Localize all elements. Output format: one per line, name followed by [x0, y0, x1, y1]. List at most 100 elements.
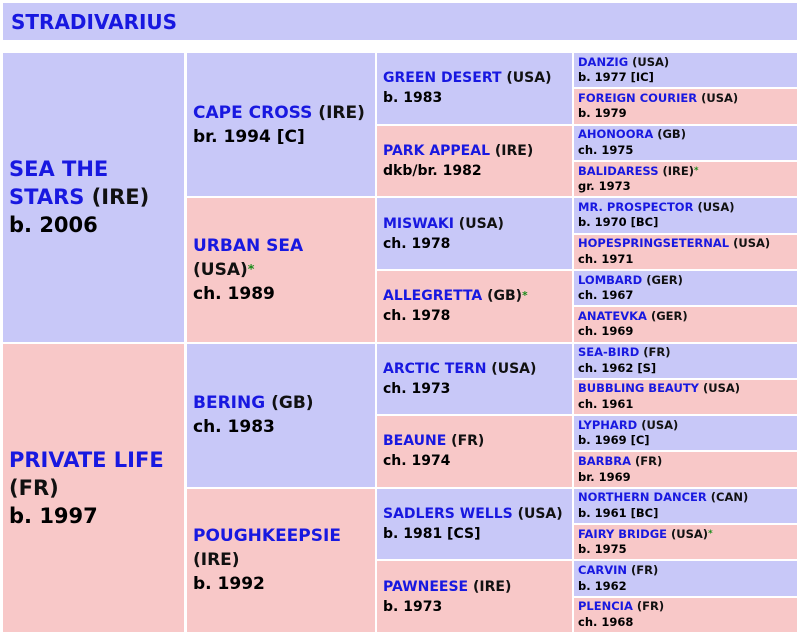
horse-name-link[interactable]: CAPE CROSS: [193, 102, 313, 123]
gen3-horse-cell: SADLERS WELLS (USA) b. 1981 [CS]: [377, 488, 572, 560]
horse-birth-info: ch. 1969: [578, 324, 634, 339]
horse-birth-info: b. 1969 [C]: [578, 433, 650, 448]
horse-name-line: FOREIGN COURIER (USA): [578, 91, 793, 107]
horse-birth-info: b. 1979: [578, 106, 627, 121]
horse-name-line: DANZIG (USA): [578, 55, 793, 71]
horse-country: (USA): [193, 259, 248, 280]
horse-birth-info: b. 1961 [BC]: [578, 505, 659, 520]
horse-birth-info: ch. 1973: [383, 380, 451, 397]
horse-birth-info: ch. 1962 [S]: [578, 360, 657, 375]
gen4-horse-cell: HOPESPRINGSETERNAL (USA) ch. 1971: [574, 234, 797, 269]
horse-name-line: PARK APPEAL (IRE): [383, 141, 566, 161]
horse-country: (FR): [631, 454, 663, 469]
horse-country: (USA): [501, 70, 552, 87]
gen2-horse-cell: CAPE CROSS (IRE) br. 1994 [C]: [187, 53, 375, 197]
horse-name-link[interactable]: PLENCIA: [578, 599, 633, 614]
horse-name-link[interactable]: MR. PROSPECTOR: [578, 199, 694, 214]
gen4-horse-cell: FOREIGN COURIER (USA) b. 1979: [574, 89, 797, 124]
horse-country: (IRE): [490, 142, 534, 159]
horse-name-line: BARBRA (FR): [578, 454, 793, 470]
horse-name-line: ARCTIC TERN (USA): [383, 359, 566, 379]
horse-country: (IRE): [468, 578, 512, 595]
horse-name-link[interactable]: DANZIG: [578, 54, 629, 69]
horse-name-line: NORTHERN DANCER (CAN): [578, 490, 793, 506]
horse-title: STRADIVARIUS: [11, 9, 178, 34]
horse-name-line: ANATEVKA (GER): [578, 309, 793, 325]
horse-country: (IRE): [193, 550, 240, 571]
gen4-horse-cell: SEA-BIRD (FR) ch. 1962 [S]: [574, 343, 797, 378]
horse-name-line: CARVIN (FR): [578, 563, 793, 579]
horse-name-link[interactable]: PARK APPEAL: [383, 142, 490, 159]
horse-name-link[interactable]: FAIRY BRIDGE: [578, 526, 668, 541]
horse-name-line: BERING (GB): [193, 391, 369, 415]
horse-name-link[interactable]: ALLEGRETTA: [383, 288, 483, 305]
gen4-horse-cell: LOMBARD (GER) ch. 1967: [574, 270, 797, 306]
horse-country: (IRE): [658, 163, 694, 178]
horse-name-link[interactable]: SADLERS WELLS: [383, 506, 513, 523]
horse-name-link[interactable]: LOMBARD: [578, 272, 643, 287]
horse-name-link[interactable]: LYPHARD: [578, 417, 638, 432]
horse-name-link[interactable]: PRIVATE LIFE: [9, 447, 164, 472]
horse-name-link[interactable]: PAWNEESE: [383, 578, 469, 595]
horse-name-link[interactable]: CARVIN: [578, 563, 627, 578]
horse-name-link[interactable]: BARBRA: [578, 454, 632, 469]
horse-birth-info: b. 1981 [CS]: [383, 526, 481, 543]
horse-country: (FR): [627, 563, 659, 578]
horse-name-link[interactable]: POUGHKEEPSIE: [193, 526, 341, 547]
horse-name-link[interactable]: ARCTIC TERN: [383, 360, 487, 377]
horse-name-link[interactable]: ANATEVKA: [578, 308, 647, 323]
horse-name-link[interactable]: AHONOORA: [578, 127, 654, 142]
horse-birth-info: ch. 1975: [578, 142, 634, 157]
horse-name-link[interactable]: BEAUNE: [383, 433, 447, 450]
gen3-horse-cell: PARK APPEAL (IRE) dkb/br. 1982: [377, 125, 572, 197]
horse-country: (USA): [693, 199, 735, 214]
gen4-horse-cell: CARVIN (FR) b. 1962: [574, 561, 797, 596]
horse-name-link[interactable]: BERING: [193, 393, 266, 414]
horse-name-line: HOPESPRINGSETERNAL (USA): [578, 236, 793, 252]
horse-country: (GER): [646, 308, 688, 323]
horse-birth-info: gr. 1973: [578, 179, 631, 194]
horse-name-link[interactable]: SEA-BIRD: [578, 345, 640, 360]
horse-name-link[interactable]: GREEN DESERT: [383, 70, 502, 87]
horse-name-line: MISWAKI (USA): [383, 214, 566, 234]
horse-name-line: CAPE CROSS (IRE): [193, 101, 369, 125]
horse-name-line: BALIDARESS (IRE)*: [578, 164, 793, 180]
gen1-horse-cell: SEA THE STARS (IRE) b. 2006: [3, 53, 184, 342]
gen4-horse-cell: BUBBLING BEAUTY (USA) ch. 1961: [574, 379, 797, 415]
horse-name-link[interactable]: NORTHERN DANCER: [578, 490, 707, 505]
horse-birth-info: dkb/br. 1982: [383, 162, 482, 179]
horse-birth-info: b. 1983: [383, 90, 443, 107]
horse-birth-info: ch. 1968: [578, 614, 634, 629]
horse-birth-info: b. 1970 [BC]: [578, 215, 659, 230]
horse-country: (USA): [512, 506, 563, 523]
star-marker: *: [247, 261, 255, 277]
horse-birth-info: b. 1962: [578, 578, 627, 593]
horse-birth-info: ch. 1983: [193, 417, 275, 438]
gen2-horse-cell: POUGHKEEPSIE (IRE) b. 1992: [187, 488, 375, 632]
horse-birth-info: b. 1977 [IC]: [578, 70, 654, 85]
horse-name-line: BUBBLING BEAUTY (USA): [578, 381, 793, 397]
horse-name-line: SADLERS WELLS (USA): [383, 504, 566, 524]
star-marker: *: [522, 290, 528, 303]
horse-name-link[interactable]: URBAN SEA: [193, 235, 304, 256]
gen3-horse-cell: ALLEGRETTA (GB)* ch. 1978: [377, 270, 572, 342]
horse-country: (GB): [482, 288, 523, 305]
gen1-horse-cell: PRIVATE LIFE (FR) b. 1997: [3, 343, 184, 632]
horse-name-line: GREEN DESERT (USA): [383, 68, 566, 88]
gen4-horse-cell: BARBRA (FR) br. 1969: [574, 452, 797, 487]
horse-name-link[interactable]: BALIDARESS: [578, 163, 659, 178]
gen4-horse-cell: MR. PROSPECTOR (USA) b. 1970 [BC]: [574, 198, 797, 233]
horse-country: (FR): [639, 345, 671, 360]
horse-name-line: SEA THE STARS (IRE): [9, 155, 178, 211]
horse-birth-info: ch. 1967: [578, 288, 634, 303]
horse-name-link[interactable]: SEA THE STARS: [9, 157, 109, 210]
horse-name-line: AHONOORA (GB): [578, 127, 793, 143]
gen3-horse-cell: ARCTIC TERN (USA) ch. 1973: [377, 343, 572, 415]
horse-name-link[interactable]: HOPESPRINGSETERNAL: [578, 236, 730, 251]
horse-name-line: PLENCIA (FR): [578, 599, 793, 615]
horse-name-link[interactable]: BUBBLING BEAUTY: [578, 381, 699, 396]
horse-name-link[interactable]: MISWAKI: [383, 215, 454, 232]
horse-name-line: SEA-BIRD (FR): [578, 345, 793, 361]
horse-country: (USA): [699, 381, 741, 396]
horse-name-link[interactable]: FOREIGN COURIER: [578, 90, 698, 105]
